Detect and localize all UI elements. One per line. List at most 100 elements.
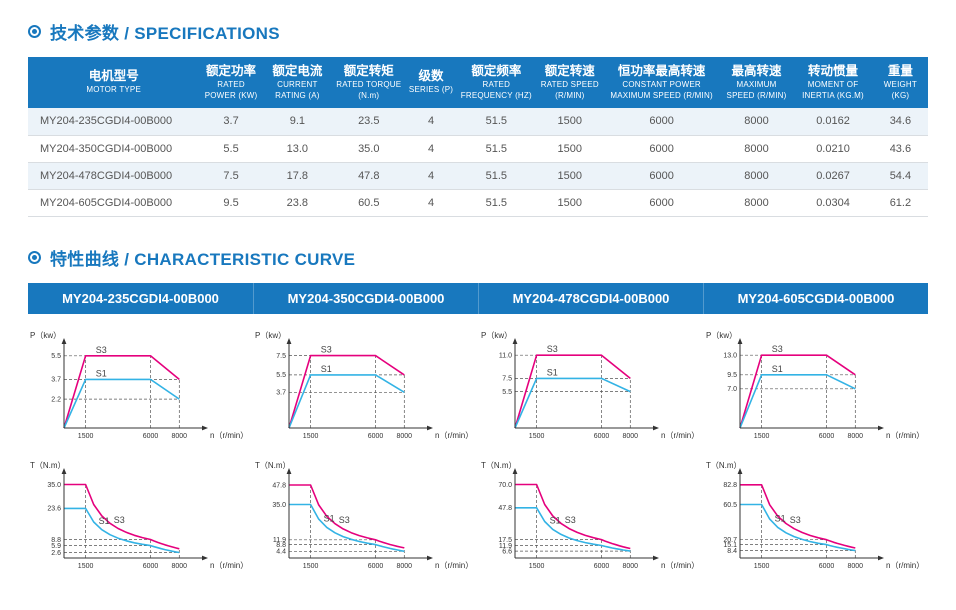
- header-en-label: WEIGHT (KG): [883, 80, 917, 100]
- s1-label: S1: [96, 368, 107, 378]
- motor-type-cell: MY204-235CGDI4-00B000: [28, 108, 200, 136]
- column-header-8: 最高转速 MAXIMUM SPEED (R/MIN): [719, 57, 794, 109]
- s3-curve: [289, 483, 405, 549]
- x-axis-label: n（r/min）: [210, 561, 248, 570]
- x-axis-label: n（r/min）: [661, 431, 699, 440]
- svg-text:70.0: 70.0: [498, 481, 512, 488]
- motor-type-cell: MY204-605CGDI4-00B000: [28, 189, 200, 217]
- y-axis-label: T（N.m）: [706, 461, 742, 470]
- x-axis-label: n（r/min）: [435, 561, 473, 570]
- header-cn-label: 额定转速: [544, 64, 595, 78]
- specs-title-text: 技术参数 / SPECIFICATIONS: [50, 24, 280, 43]
- s3-curve: [513, 353, 631, 428]
- s3-label: S3: [96, 344, 107, 354]
- s1-curve: [63, 378, 180, 428]
- value-cell: 1500: [536, 108, 604, 136]
- svg-text:6000: 6000: [819, 433, 835, 440]
- datasheet-page: 技术参数 / SPECIFICATIONS 电机型号 MOTOR TYPE 额定功率…: [28, 24, 928, 570]
- svg-text:1500: 1500: [528, 563, 544, 570]
- svg-text:13.0: 13.0: [723, 352, 737, 359]
- s3-label: S3: [790, 515, 801, 525]
- s1-label: S1: [549, 515, 560, 525]
- svg-text:1500: 1500: [754, 563, 770, 570]
- svg-text:6000: 6000: [368, 433, 384, 440]
- s3-curve: [288, 354, 406, 428]
- value-cell: 0.0210: [793, 135, 873, 163]
- x-axis-label: n（r/min）: [661, 561, 699, 570]
- s1-label: S1: [321, 363, 332, 373]
- svg-text:9.5: 9.5: [727, 372, 737, 379]
- svg-text:2.2: 2.2: [51, 396, 61, 403]
- s3-label: S3: [772, 344, 783, 354]
- value-cell: 4: [405, 135, 457, 163]
- svg-text:8.8: 8.8: [51, 536, 61, 543]
- circle-dot-icon: [28, 25, 41, 38]
- svg-text:5.5: 5.5: [277, 372, 287, 379]
- model-name-segment: MY204-350CGDI4-00B000: [253, 282, 478, 314]
- torque-chart-1: S3 S1 35.0 23.6 8.85.92.6 1500 6000 8000 T（N.m） n…: [30, 461, 248, 570]
- column-header-9: 转动惯量 MOMENT OF INERTIA (KG.M): [793, 57, 873, 109]
- value-cell: 13.0: [262, 135, 333, 163]
- svg-text:11.9: 11.9: [499, 542, 512, 549]
- svg-text:4.4: 4.4: [277, 548, 287, 555]
- column-header-10: 重量 WEIGHT (KG): [872, 57, 928, 109]
- svg-text:2.6: 2.6: [51, 549, 61, 556]
- s1-curve: [739, 503, 856, 551]
- value-cell: 23.8: [262, 189, 333, 217]
- svg-text:5.9: 5.9: [51, 542, 61, 549]
- svg-text:6000: 6000: [368, 563, 384, 570]
- y-axis-label: P（kw）: [30, 331, 61, 340]
- torque-chart-2: S3 S1 47.8 35.0 11.98.84.4 1500 6000 8000 T（N.m）…: [255, 461, 473, 570]
- svg-text:23.6: 23.6: [47, 505, 61, 512]
- svg-text:47.8: 47.8: [498, 505, 512, 512]
- power-chart-1: S3 S1 5.5 3.7 2.2 1500 6000 8000 P（kw） n（r/min）: [30, 331, 248, 440]
- svg-text:17.5: 17.5: [498, 536, 512, 543]
- s1-label: S1: [546, 367, 557, 377]
- spec-table-row: MY204-235CGDI4-00B000 3.7 9.1 23.5 4 51.5 1500…: [28, 108, 928, 136]
- column-header-1: 额定功率 RATED POWER (KW): [199, 57, 263, 109]
- svg-text:6000: 6000: [819, 563, 835, 570]
- s3-label: S3: [339, 515, 350, 525]
- y-axis-label: T（N.m）: [481, 461, 517, 470]
- value-cell: 6000: [603, 108, 720, 136]
- header-en-label: CURRENT RATING (A): [275, 80, 320, 100]
- model-name-segment: MY204-235CGDI4-00B000: [62, 290, 219, 306]
- svg-text:8000: 8000: [172, 433, 188, 440]
- s1-curve: [288, 373, 406, 428]
- header-en-label: SERIES (P): [408, 85, 454, 95]
- specifications-table: 电机型号 MOTOR TYPE 额定功率 RATED POWER (KW) 额定电流 CU…: [28, 57, 928, 217]
- svg-text:6000: 6000: [593, 433, 609, 440]
- spec-table-row: MY204-350CGDI4-00B000 5.5 13.0 35.0 4 51.5 150…: [28, 135, 928, 163]
- value-cell: 1500: [536, 162, 604, 190]
- value-cell: 9.1: [262, 108, 333, 136]
- value-cell: 6000: [603, 135, 720, 163]
- svg-text:1500: 1500: [78, 433, 94, 440]
- value-cell: 51.5: [456, 189, 537, 217]
- header-cn-label: 额定频率: [471, 64, 522, 78]
- column-header-5: 额定频率 RATED FREQUENCY (HZ): [456, 57, 537, 109]
- value-cell: 5.5: [199, 135, 263, 163]
- y-axis-label: T（N.m）: [255, 461, 291, 470]
- value-cell: 7.5: [199, 162, 263, 190]
- value-cell: 23.5: [332, 108, 406, 136]
- svg-text:5.5: 5.5: [502, 388, 512, 395]
- header-cn-label: 电机型号: [88, 69, 139, 84]
- header-cn-label: 额定电流: [272, 64, 323, 78]
- svg-text:7.5: 7.5: [277, 352, 287, 359]
- spec-table-row: MY204-605CGDI4-00B000 9.5 23.8 60.5 4 51.5 150…: [28, 189, 928, 217]
- spec-table-row: MY204-478CGDI4-00B000 7.5 17.8 47.8 4 51.5 150…: [28, 162, 928, 190]
- model-name-segment: MY204-478CGDI4-00B000: [478, 282, 703, 314]
- value-cell: 6000: [603, 189, 720, 217]
- value-cell: 4: [405, 108, 457, 136]
- y-axis-label: P（kw）: [481, 331, 512, 340]
- power-chart-4: S3 S1 13.0 9.5 7.0 1500 6000 8000 P（kw） n（r/min）: [706, 331, 924, 440]
- s1-label: S1: [775, 513, 786, 523]
- value-cell: 6000: [603, 162, 720, 190]
- value-cell: 0.0162: [793, 108, 873, 136]
- svg-text:6000: 6000: [143, 433, 159, 440]
- s1-curve: [289, 503, 405, 552]
- header-en-label: RATED TORQUE (N.m): [336, 80, 402, 100]
- value-cell: 51.5: [456, 135, 537, 163]
- svg-text:8000: 8000: [622, 563, 638, 570]
- svg-text:6.6: 6.6: [502, 548, 512, 555]
